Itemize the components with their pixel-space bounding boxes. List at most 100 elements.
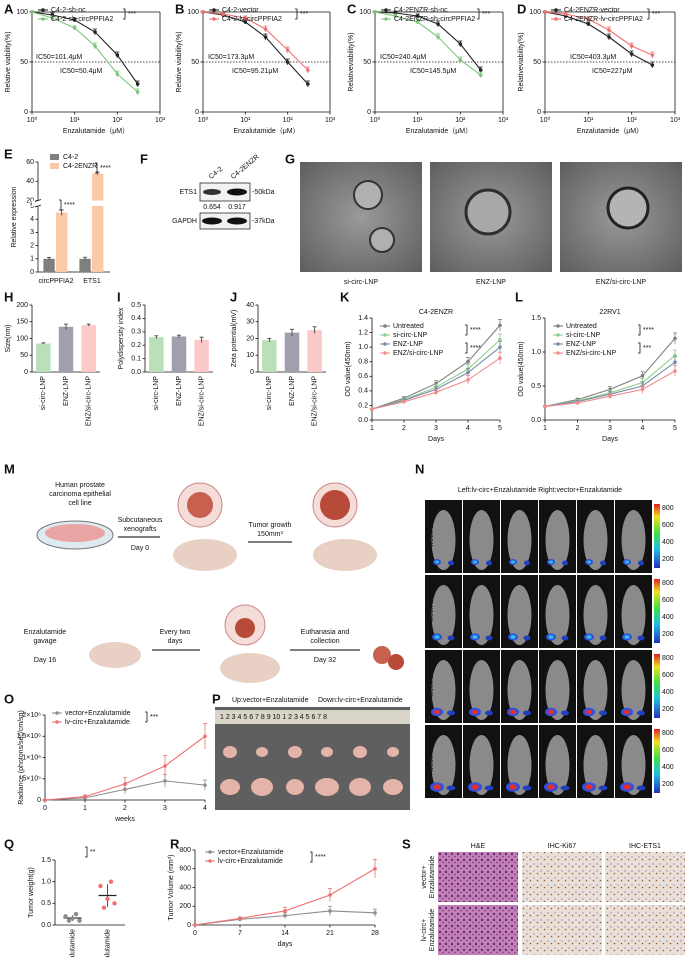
point — [629, 52, 634, 56]
y-tick-label: 50 — [20, 352, 28, 359]
y-tick-label: 60 — [26, 159, 34, 166]
legend-label: C4-2 — [63, 154, 78, 161]
band — [203, 189, 221, 195]
y-tick-label: 2 — [30, 242, 34, 249]
ihc-image — [605, 852, 685, 902]
point — [478, 73, 483, 77]
x-tick-label: ENZ/si-circ-LNP — [199, 376, 206, 426]
signal — [447, 710, 455, 716]
x-tick-label: 10³ — [155, 117, 166, 124]
signal — [623, 709, 631, 715]
chart-title: 22RV1 — [599, 309, 620, 316]
point — [285, 60, 290, 64]
colorbar-label: 400 — [662, 614, 674, 621]
series-line — [544, 11, 653, 66]
x-axis-label: Enzalutamide（μM） — [233, 127, 299, 135]
y-tick-label: 0.3 — [131, 329, 141, 336]
point — [238, 916, 242, 921]
particle — [369, 227, 395, 253]
annotation: IC50=50.4μM — [60, 68, 103, 75]
point — [263, 35, 268, 39]
mouse — [583, 510, 608, 570]
significance-bracket — [647, 8, 650, 20]
point — [83, 794, 87, 799]
break-mark — [34, 199, 42, 202]
x-tick-label: 1 — [543, 425, 547, 432]
mouse — [621, 735, 646, 795]
legend-label: C4-2-vector — [222, 7, 259, 14]
y-tick-label: 0.0 — [41, 922, 51, 929]
y-axis-label: Relative viability(%) — [5, 31, 12, 92]
colorbar — [654, 504, 660, 568]
row-label: Enzalutamide — [429, 909, 436, 952]
y-tick-label: 0.0 — [131, 369, 141, 376]
point — [72, 26, 77, 30]
y-axis-label: Polydispersity index — [118, 307, 125, 369]
quantification: 0.654 — [203, 204, 221, 211]
legend-swatch — [41, 17, 45, 21]
legend-swatch — [384, 17, 388, 21]
y-axis-label: Relative viability(%) — [176, 31, 183, 92]
y-tick-label: 0 — [367, 109, 371, 116]
mouse — [507, 735, 532, 795]
series-line — [202, 11, 309, 85]
blot — [199, 212, 251, 230]
particle — [353, 180, 383, 210]
band — [202, 217, 222, 225]
y-tick-label: 50 — [533, 59, 541, 66]
y-tick-label: 1.0 — [358, 344, 368, 351]
x-tick-label: 10¹ — [240, 117, 251, 124]
y-tick-label: 0.2 — [131, 342, 141, 349]
bar — [81, 325, 96, 372]
bar — [307, 330, 322, 372]
panel-header: Left:lv-circ+Enzalutamide Right:vector+E… — [458, 487, 622, 494]
point — [63, 914, 68, 919]
bar — [36, 343, 51, 372]
point — [586, 22, 591, 26]
legend-swatch — [556, 342, 560, 346]
legend-swatch — [212, 17, 216, 21]
y-tick-label: 800 — [179, 847, 191, 854]
point — [72, 18, 77, 22]
significance-bracket — [95, 162, 98, 174]
legend-swatch — [556, 324, 560, 328]
point — [650, 53, 655, 57]
mouse — [173, 539, 237, 571]
annotation: **** — [643, 327, 654, 334]
colorbar-label: 200 — [662, 556, 674, 563]
x-tick-label: 10³ — [325, 117, 336, 124]
x-axis-label: Days — [428, 436, 444, 443]
signal — [624, 635, 630, 639]
marker-label: -37kDa — [252, 218, 275, 225]
point — [673, 369, 677, 373]
point — [93, 30, 97, 34]
mouse — [583, 585, 608, 645]
annotation: *** — [128, 11, 136, 18]
legend-swatch — [554, 8, 558, 12]
colorbar-label: 800 — [662, 655, 674, 662]
tumors — [220, 746, 403, 796]
signal — [434, 635, 440, 639]
y-tick-label: 1.0 — [531, 349, 541, 356]
y-tick-label: 200 — [179, 903, 191, 910]
point — [563, 12, 568, 16]
legend-label: ENZ/si-circ-LNP — [393, 350, 443, 357]
point — [629, 44, 634, 48]
point — [263, 27, 268, 31]
point — [458, 58, 463, 62]
signal — [435, 560, 439, 564]
panel-label: M — [4, 461, 15, 476]
panel-header: Up:vector+Enzalutamide — [232, 697, 309, 704]
step-text: Day 0 — [131, 545, 149, 552]
x-tick-label: 21 — [326, 930, 334, 937]
y-tick-label: 100 — [16, 9, 28, 16]
y-tick-label: 20 — [26, 197, 34, 204]
mouse — [583, 660, 608, 720]
legend-label: C4-2-lv-circPPFIA2 — [222, 16, 282, 23]
series-line — [31, 11, 139, 85]
mouse — [431, 735, 456, 795]
signal — [524, 560, 530, 566]
point — [498, 356, 502, 360]
annotation: **** — [100, 165, 111, 172]
legend-label: C4-2-sh-nc — [51, 7, 86, 14]
